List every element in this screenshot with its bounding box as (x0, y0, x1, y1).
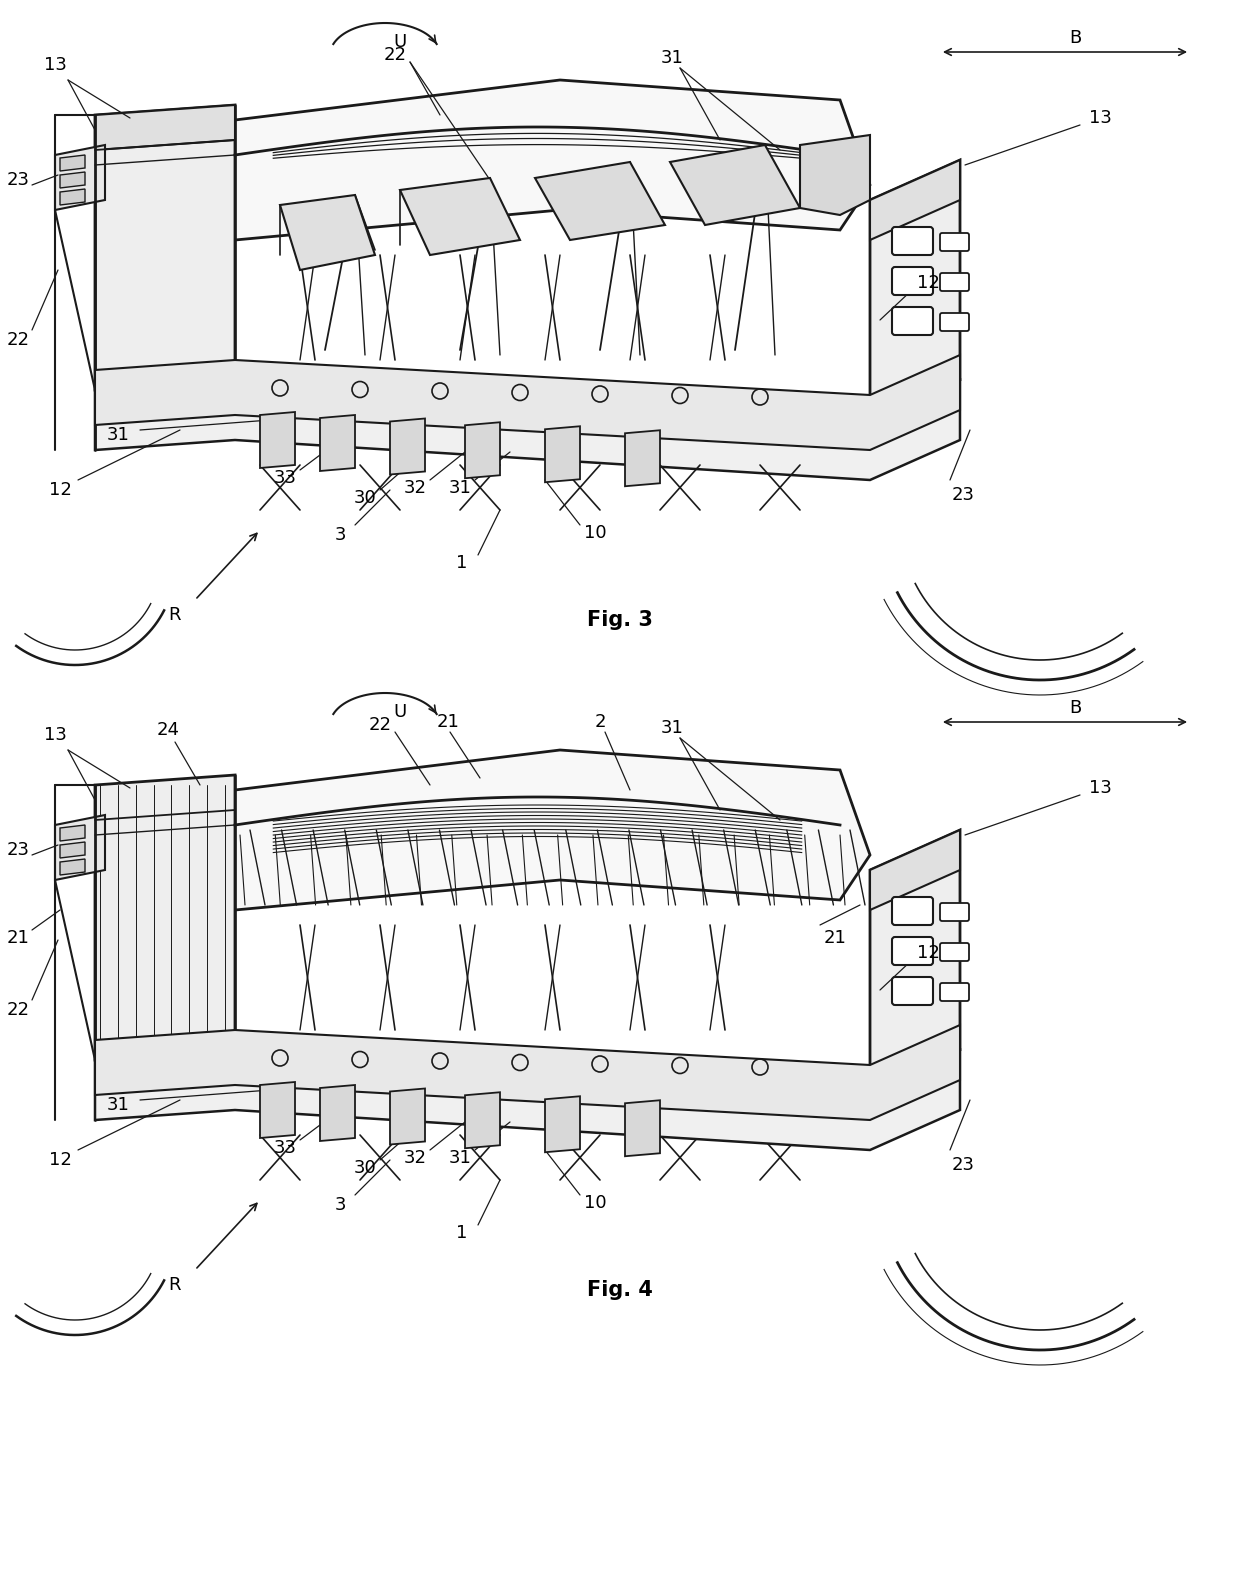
Polygon shape (320, 1086, 355, 1141)
Text: U: U (393, 33, 407, 51)
Polygon shape (870, 830, 960, 910)
Text: 21: 21 (436, 713, 460, 732)
Text: 22: 22 (6, 332, 30, 349)
Polygon shape (95, 1025, 960, 1121)
FancyBboxPatch shape (892, 268, 932, 295)
Text: 32: 32 (403, 1149, 427, 1167)
Text: 12: 12 (48, 1151, 72, 1168)
Text: 23: 23 (6, 842, 30, 859)
Polygon shape (391, 1089, 425, 1144)
FancyBboxPatch shape (892, 977, 932, 1004)
Text: 2: 2 (594, 713, 606, 732)
Text: 13: 13 (43, 56, 67, 73)
Polygon shape (260, 1082, 295, 1138)
Text: 31: 31 (107, 426, 129, 445)
Polygon shape (870, 830, 960, 1090)
Text: 32: 32 (403, 480, 427, 497)
Text: 10: 10 (584, 524, 606, 542)
Polygon shape (95, 775, 236, 1060)
Text: 12: 12 (48, 481, 72, 499)
Text: Fig. 4: Fig. 4 (587, 1280, 653, 1301)
Polygon shape (465, 1092, 500, 1148)
FancyBboxPatch shape (892, 897, 932, 925)
Text: 31: 31 (661, 49, 683, 67)
Text: 30: 30 (353, 1159, 377, 1176)
Text: 10: 10 (584, 1194, 606, 1211)
Text: 1: 1 (456, 1224, 467, 1242)
Text: Fig. 3: Fig. 3 (587, 611, 653, 630)
Polygon shape (546, 1097, 580, 1152)
Polygon shape (60, 842, 86, 858)
FancyBboxPatch shape (940, 233, 968, 250)
Text: 33: 33 (274, 469, 296, 488)
FancyBboxPatch shape (940, 312, 968, 332)
Polygon shape (215, 80, 870, 241)
Text: R: R (169, 1277, 181, 1294)
Polygon shape (260, 411, 295, 469)
Text: 31: 31 (449, 1149, 471, 1167)
Polygon shape (546, 426, 580, 483)
Text: 13: 13 (1089, 108, 1111, 128)
FancyBboxPatch shape (940, 273, 968, 292)
Text: 22: 22 (6, 1001, 30, 1019)
Text: 31: 31 (107, 1097, 129, 1114)
Polygon shape (280, 194, 374, 269)
Polygon shape (95, 379, 960, 480)
Polygon shape (800, 135, 870, 215)
Text: 12: 12 (916, 274, 940, 292)
Text: 3: 3 (335, 526, 346, 544)
FancyBboxPatch shape (892, 308, 932, 335)
Text: 33: 33 (274, 1140, 296, 1157)
Polygon shape (60, 190, 86, 206)
Polygon shape (60, 172, 86, 188)
FancyBboxPatch shape (940, 902, 968, 921)
Polygon shape (320, 414, 355, 470)
Text: 21: 21 (823, 929, 847, 947)
Polygon shape (95, 105, 236, 150)
FancyBboxPatch shape (892, 937, 932, 964)
Polygon shape (95, 1050, 960, 1149)
FancyBboxPatch shape (892, 226, 932, 255)
Text: 23: 23 (6, 171, 30, 190)
Text: 31: 31 (449, 480, 471, 497)
Text: 1: 1 (456, 555, 467, 572)
Polygon shape (95, 105, 236, 391)
Polygon shape (95, 355, 960, 450)
Text: U: U (393, 703, 407, 720)
Polygon shape (625, 430, 660, 486)
Text: 13: 13 (1089, 779, 1111, 797)
Polygon shape (625, 1100, 660, 1156)
Polygon shape (60, 826, 86, 842)
Polygon shape (60, 859, 86, 875)
Text: 24: 24 (156, 720, 180, 740)
Text: B: B (1069, 29, 1081, 46)
Text: 22: 22 (368, 716, 392, 733)
Polygon shape (670, 145, 800, 225)
Polygon shape (870, 159, 960, 419)
Text: 21: 21 (6, 929, 30, 947)
Text: R: R (169, 606, 181, 623)
Text: 31: 31 (661, 719, 683, 736)
Text: 12: 12 (916, 944, 940, 963)
FancyBboxPatch shape (940, 944, 968, 961)
Polygon shape (401, 179, 520, 255)
Text: 30: 30 (353, 489, 377, 507)
Polygon shape (215, 751, 870, 910)
Polygon shape (465, 422, 500, 478)
Polygon shape (55, 815, 105, 880)
Polygon shape (60, 155, 86, 171)
Polygon shape (870, 159, 960, 241)
Text: 23: 23 (951, 1156, 975, 1175)
Polygon shape (55, 145, 105, 210)
Text: 23: 23 (951, 486, 975, 504)
Text: 3: 3 (335, 1196, 346, 1215)
Text: B: B (1069, 700, 1081, 717)
Text: 13: 13 (43, 725, 67, 744)
Polygon shape (534, 163, 665, 241)
Polygon shape (391, 419, 425, 475)
FancyBboxPatch shape (940, 983, 968, 1001)
Text: 22: 22 (383, 46, 407, 64)
